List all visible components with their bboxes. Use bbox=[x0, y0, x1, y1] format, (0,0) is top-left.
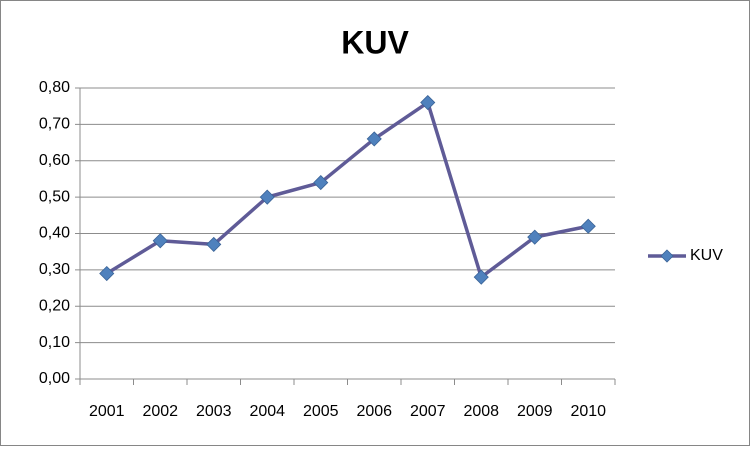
y-tick-label: 0,10 bbox=[39, 334, 70, 351]
chart-title: KUV bbox=[341, 24, 409, 60]
data-point bbox=[527, 229, 543, 245]
y-tick-label: 0,70 bbox=[39, 116, 70, 133]
x-tick-label: 2005 bbox=[303, 403, 339, 420]
y-tick-label: 0,30 bbox=[39, 261, 70, 278]
y-tick-label: 0,20 bbox=[39, 297, 70, 314]
data-point bbox=[420, 94, 436, 111]
y-tick-label: 0,00 bbox=[39, 370, 70, 387]
x-tick-label: 2002 bbox=[142, 403, 178, 420]
x-tick-label: 2008 bbox=[463, 403, 499, 420]
x-tick-label: 2004 bbox=[249, 403, 285, 420]
data-point bbox=[152, 233, 168, 249]
data-point bbox=[313, 175, 329, 191]
x-tick-label: 2001 bbox=[89, 403, 125, 420]
legend-label: KUV bbox=[690, 247, 723, 264]
x-tick-label: 2009 bbox=[517, 403, 553, 420]
data-point bbox=[580, 218, 596, 234]
x-tick-label: 2010 bbox=[570, 403, 606, 420]
y-tick-label: 0,50 bbox=[39, 188, 70, 205]
y-tick-label: 0,60 bbox=[39, 152, 70, 169]
data-point bbox=[99, 265, 115, 282]
data-point bbox=[206, 236, 222, 252]
x-tick-label: 2007 bbox=[410, 403, 446, 420]
series-line bbox=[105, 100, 589, 279]
y-tick-label: 0,80 bbox=[39, 79, 70, 96]
data-point bbox=[259, 189, 275, 205]
y-tick-label: 0,40 bbox=[39, 225, 70, 242]
legend-marker bbox=[660, 249, 674, 263]
data-point bbox=[473, 269, 489, 285]
x-tick-label: 2003 bbox=[196, 403, 232, 420]
x-tick-label: 2006 bbox=[356, 403, 392, 420]
data-point bbox=[366, 131, 382, 147]
